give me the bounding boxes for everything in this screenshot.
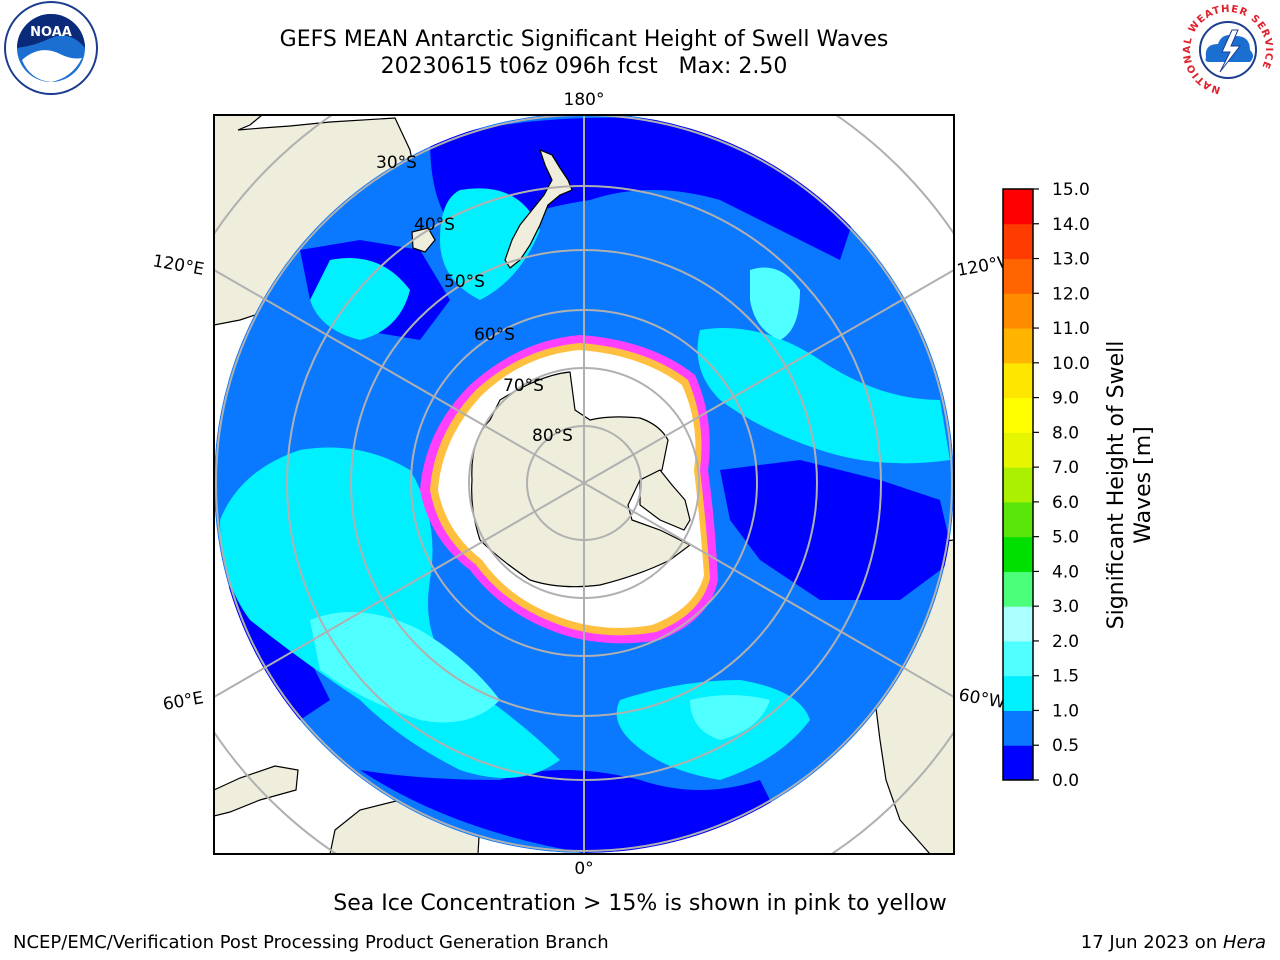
colorbar-tick-label: 1.5 [1052,667,1079,687]
tasmania-land [411,227,436,253]
colorbar-segment [1003,501,1033,538]
sea-ice-footnote: Sea Ice Concentration > 15% is shown in … [333,891,947,916]
credit-date: 17 Jun 2023 on Hera [1081,932,1266,954]
lat-label-50s: 50°S [444,272,485,292]
colorbar-tick-label: 7.0 [1052,458,1079,478]
colorbar-segment [1003,397,1033,433]
cyan-swell-band-north [440,188,540,300]
lon-label-0: 0° [574,859,593,879]
lat-label-80s: 80°S [532,426,573,446]
colorbar-label-line2: Waves [m] [1131,426,1156,543]
colorbar-segment [1003,328,1033,364]
new-zealand-land [504,148,573,269]
colorbar-tick-label: 12.0 [1052,284,1090,304]
light-swell-patch-east [750,267,800,340]
colorbar-segment [1003,710,1033,746]
colorbar-tick-label: 8.0 [1052,423,1079,443]
noaa-logo-text: NOAA [30,25,72,40]
colorbar-tick-label: 3.0 [1052,597,1079,617]
lon-label-120e: 120°E [151,251,205,280]
colorbar: 0.0 0.5 1.0 1.5 2.0 3.0 4.0 5.0 6.0 7.0 8.0 9.0 10.0… [1002,180,1090,791]
madagascar-land [214,765,299,817]
noaa-logo: NOAA [4,1,98,95]
lat-label-60s: 60°S [474,325,515,345]
lat-label-70s: 70°S [503,376,544,396]
colorbar-segment [1003,362,1033,399]
map-frame [213,114,955,855]
colorbar-segment [1003,675,1033,711]
colorbar-label-line1: Significant Height of Swell [1104,341,1129,630]
cyan-swell-band-east [697,328,950,464]
colorbar-tick-label: 13.0 [1052,250,1090,270]
colorbar-segment [1003,223,1033,260]
colorbar-tick-label: 15.0 [1052,180,1090,200]
lat-label-40s: 40°S [414,215,455,235]
colorbar-tick-label: 0.0 [1052,771,1079,791]
colorbar-segment [1003,432,1033,468]
lon-label-60w: 60°W [957,685,1007,713]
low-swell-region-south [360,770,780,853]
lon-label-180: 180° [564,90,605,110]
colorbar-segment [1003,467,1033,503]
colorbar-segment [1003,571,1033,607]
colorbar-tick-label: 10.0 [1052,354,1090,374]
lon-label-60e: 60°E [161,688,205,715]
colorbar-segment [1003,606,1033,642]
colorbar-frame [1002,188,1034,781]
meridian-lines [214,115,954,854]
colorbar-tick-label: 6.0 [1052,493,1079,513]
map-subtitle: 20230615 t06z 096h fcst Max: 2.50 [380,54,788,79]
colorbar-segment [1003,189,1033,225]
light-swell-patch-south [690,695,770,740]
colorbar-segment [1003,745,1033,781]
credit-host: Hera [1222,932,1266,953]
colorbar-segment [1003,258,1033,294]
colorbar-tick-label: 14.0 [1052,215,1090,235]
low-swell-region-east [720,460,954,600]
colorbar-tick-label: 2.0 [1052,632,1079,652]
colorbar-tick-label: 4.0 [1052,562,1079,582]
credit-date-text: 17 Jun 2023 on [1080,932,1223,953]
colorbar-tick-label: 1.0 [1052,701,1079,721]
credit-branch: NCEP/EMC/Verification Post Processing Pr… [13,932,609,953]
antarctic-peninsula-land [639,469,691,531]
colorbar-tick-label: 11.0 [1052,319,1090,339]
colorbar-tick-label: 9.0 [1052,389,1079,409]
colorbar-tick-label: 0.5 [1052,736,1079,756]
light-swell-patch-west [310,612,500,723]
colorbar-segment [1003,536,1033,572]
antarctica-land [471,371,692,588]
colorbar-segment [1003,640,1033,677]
map-title: GEFS MEAN Antarctic Significant Height o… [279,27,889,52]
colorbar-segment [1003,293,1033,329]
colorbar-tick-label: 5.0 [1052,528,1079,548]
nws-logo: NATIONAL WEATHER SERVICE [1182,4,1274,96]
lat-label-30s: 30°S [376,153,417,173]
